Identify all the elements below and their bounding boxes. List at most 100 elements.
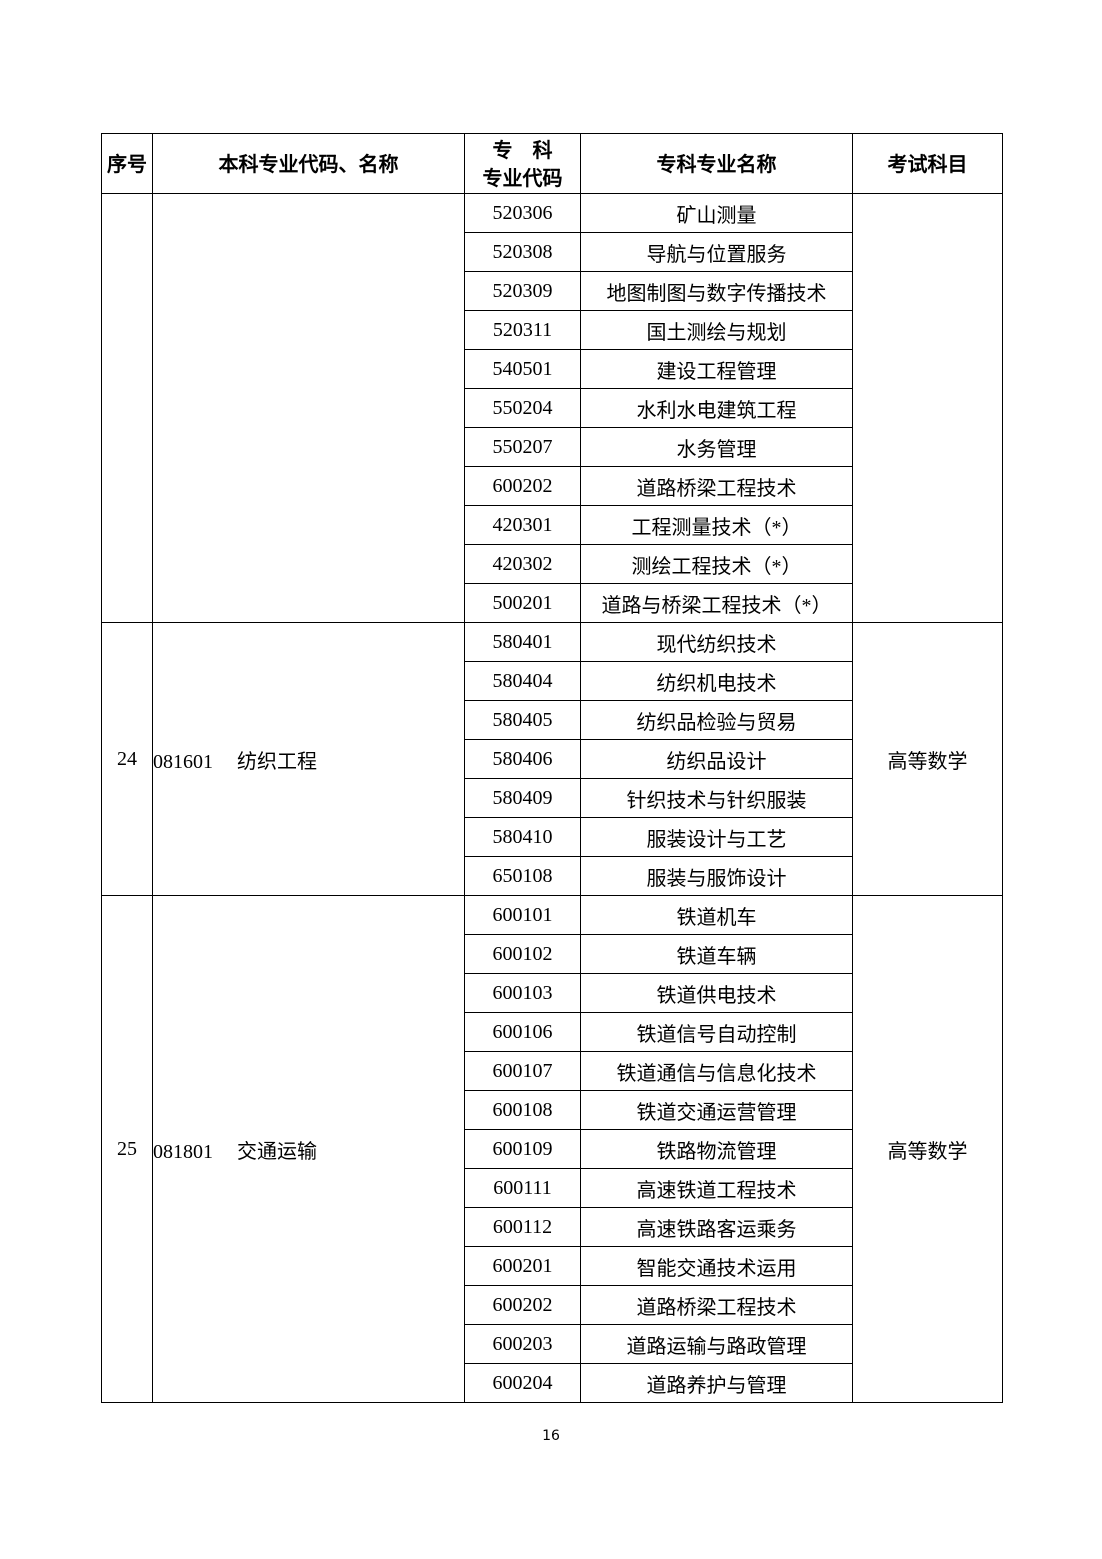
table-row: 600202 道路桥梁工程技术 [102, 1285, 1003, 1325]
specialty-code-cell: 600109 [464, 1129, 581, 1169]
header-code-line2: 专业代码 [482, 165, 563, 190]
specialty-name-cell: 现代纺织技术 [580, 622, 853, 662]
specialty-code-cell: 420301 [464, 505, 581, 545]
specialty-code-cell: 520306 [464, 193, 581, 233]
table-row: 520311 国土测绘与规划 [102, 310, 1003, 350]
specialty-code-cell: 580406 [464, 739, 581, 779]
table-row: 580405 纺织品检验与贸易 [102, 700, 1003, 740]
specialty-code-cell: 600108 [464, 1090, 581, 1130]
undergrad-major-cell: 081601 纺织工程 [152, 622, 465, 896]
specialty-code-cell: 600102 [464, 934, 581, 974]
specialty-name-cell: 水利水电建筑工程 [580, 388, 853, 428]
table-row: 600204 道路养护与管理 [102, 1363, 1003, 1403]
seq-cell: 24 [101, 622, 153, 896]
specialty-name-cell: 工程测量技术（*） [580, 505, 853, 545]
specialty-code-cell: 420302 [464, 544, 581, 584]
table-row: 550204 水利水电建筑工程 [102, 388, 1003, 428]
specialty-code-cell: 580404 [464, 661, 581, 701]
header-undergrad: 本科专业代码、名称 [152, 133, 465, 194]
header-code: 专 科专业代码 [464, 133, 581, 194]
specialty-code-cell: 500201 [464, 583, 581, 623]
table-row: 600111 高速铁道工程技术 [102, 1168, 1003, 1208]
specialty-code-cell: 600204 [464, 1363, 581, 1403]
table-row: 600102 铁道车辆 [102, 934, 1003, 974]
specialty-code-cell: 580409 [464, 778, 581, 818]
table-row: 540501 建设工程管理 [102, 349, 1003, 389]
exam-subject-cell: 高等数学 [852, 895, 1003, 1403]
table-body: 520306 矿山测量 520308 导航与位置服务 520309 地图制图与数字传播技术… [101, 193, 1003, 1403]
page-number: 16 [542, 1428, 560, 1444]
specialty-code-cell: 600203 [464, 1324, 581, 1364]
seq-cell [101, 193, 153, 623]
specialty-name-cell: 道路运输与路政管理 [580, 1324, 853, 1364]
exam-subject-cell: 高等数学 [852, 622, 1003, 896]
specialty-name-cell: 铁道机车 [580, 895, 853, 935]
undergrad-major-cell [152, 193, 465, 623]
undergrad-major-name: 纺织工程 [237, 750, 317, 773]
specialty-code-cell: 600201 [464, 1246, 581, 1286]
specialty-name-cell: 建设工程管理 [580, 349, 853, 389]
specialty-name-cell: 高速铁路客运乘务 [580, 1207, 853, 1247]
specialty-name-cell: 高速铁道工程技术 [580, 1168, 853, 1208]
specialty-code-cell: 520309 [464, 271, 581, 311]
specialty-name-cell: 地图制图与数字传播技术 [580, 271, 853, 311]
specialty-name-cell: 纺织品设计 [580, 739, 853, 779]
specialty-code-cell: 600111 [464, 1168, 581, 1208]
undergrad-major-name: 交通运输 [237, 1140, 317, 1163]
table-row: 650108 服装与服饰设计 [102, 856, 1003, 896]
specialty-name-cell: 道路养护与管理 [580, 1363, 853, 1403]
specialty-code-cell: 600202 [464, 1285, 581, 1325]
table-row: 580410 服装设计与工艺 [102, 817, 1003, 857]
table-row: 600112 高速铁路客运乘务 [102, 1207, 1003, 1247]
specialty-name-cell: 导航与位置服务 [580, 232, 853, 272]
header-row: 序号 本科专业代码、名称 专 科专业代码 专科专业名称 考试科目 [101, 133, 1003, 194]
specialty-name-cell: 纺织机电技术 [580, 661, 853, 701]
specialty-name-cell: 纺织品检验与贸易 [580, 700, 853, 740]
specialty-name-cell: 智能交通技术运用 [580, 1246, 853, 1286]
table-row: 500201 道路与桥梁工程技术（*） [102, 583, 1003, 623]
specialty-name-cell: 国土测绘与规划 [580, 310, 853, 350]
undergrad-major-code: 081601 [153, 750, 213, 773]
specialty-name-cell: 道路桥梁工程技术 [580, 466, 853, 506]
table-row: 600201 智能交通技术运用 [102, 1246, 1003, 1286]
table-row: 580406 纺织品设计 [102, 739, 1003, 779]
specialty-code-cell: 600202 [464, 466, 581, 506]
specialty-name-cell: 矿山测量 [580, 193, 853, 233]
specialty-name-cell: 道路与桥梁工程技术（*） [580, 583, 853, 623]
table-row: 520306 矿山测量 [101, 193, 1003, 623]
exam-subject-cell [852, 193, 1003, 623]
table-row: 24 081601 纺织工程 580401 现代纺织技术 高等数学 [101, 622, 1003, 896]
specialty-code-cell: 650108 [464, 856, 581, 896]
specialty-code-cell: 540501 [464, 349, 581, 389]
specialty-code-cell: 580410 [464, 817, 581, 857]
seq-cell: 25 [101, 895, 153, 1403]
table-row: 550207 水务管理 [102, 427, 1003, 467]
specialty-code-cell: 580405 [464, 700, 581, 740]
header-seq: 序号 [101, 133, 153, 194]
specialty-code-cell: 550207 [464, 427, 581, 467]
header-exam: 考试科目 [852, 133, 1003, 194]
table-row: 600107 铁道通信与信息化技术 [102, 1051, 1003, 1091]
specialty-name-cell: 服装设计与工艺 [580, 817, 853, 857]
specialty-code-cell: 520308 [464, 232, 581, 272]
specialty-code-cell: 580401 [464, 622, 581, 662]
specialty-name-cell: 铁道供电技术 [580, 973, 853, 1013]
specialty-name-cell: 水务管理 [580, 427, 853, 467]
specialty-code-cell: 550204 [464, 388, 581, 428]
specialty-name-cell: 铁道交通运营管理 [580, 1090, 853, 1130]
specialty-name-cell: 铁道车辆 [580, 934, 853, 974]
table-row: 420301 工程测量技术（*） [102, 505, 1003, 545]
specialty-name-cell: 针织技术与针织服装 [580, 778, 853, 818]
specialty-code-cell: 600107 [464, 1051, 581, 1091]
specialty-name-cell: 服装与服饰设计 [580, 856, 853, 896]
specialty-name-cell: 道路桥梁工程技术 [580, 1285, 853, 1325]
undergrad-major-cell: 081801 交通运输 [152, 895, 465, 1403]
header-name: 专科专业名称 [580, 133, 853, 194]
table-row: 580409 针织技术与针织服装 [102, 778, 1003, 818]
specialty-code-cell: 600103 [464, 973, 581, 1013]
table-row: 600109 铁路物流管理 [102, 1129, 1003, 1169]
specialty-code-cell: 520311 [464, 310, 581, 350]
specialty-code-cell: 600112 [464, 1207, 581, 1247]
table-row: 520308 导航与位置服务 [102, 232, 1003, 272]
specialty-name-cell: 铁道信号自动控制 [580, 1012, 853, 1052]
